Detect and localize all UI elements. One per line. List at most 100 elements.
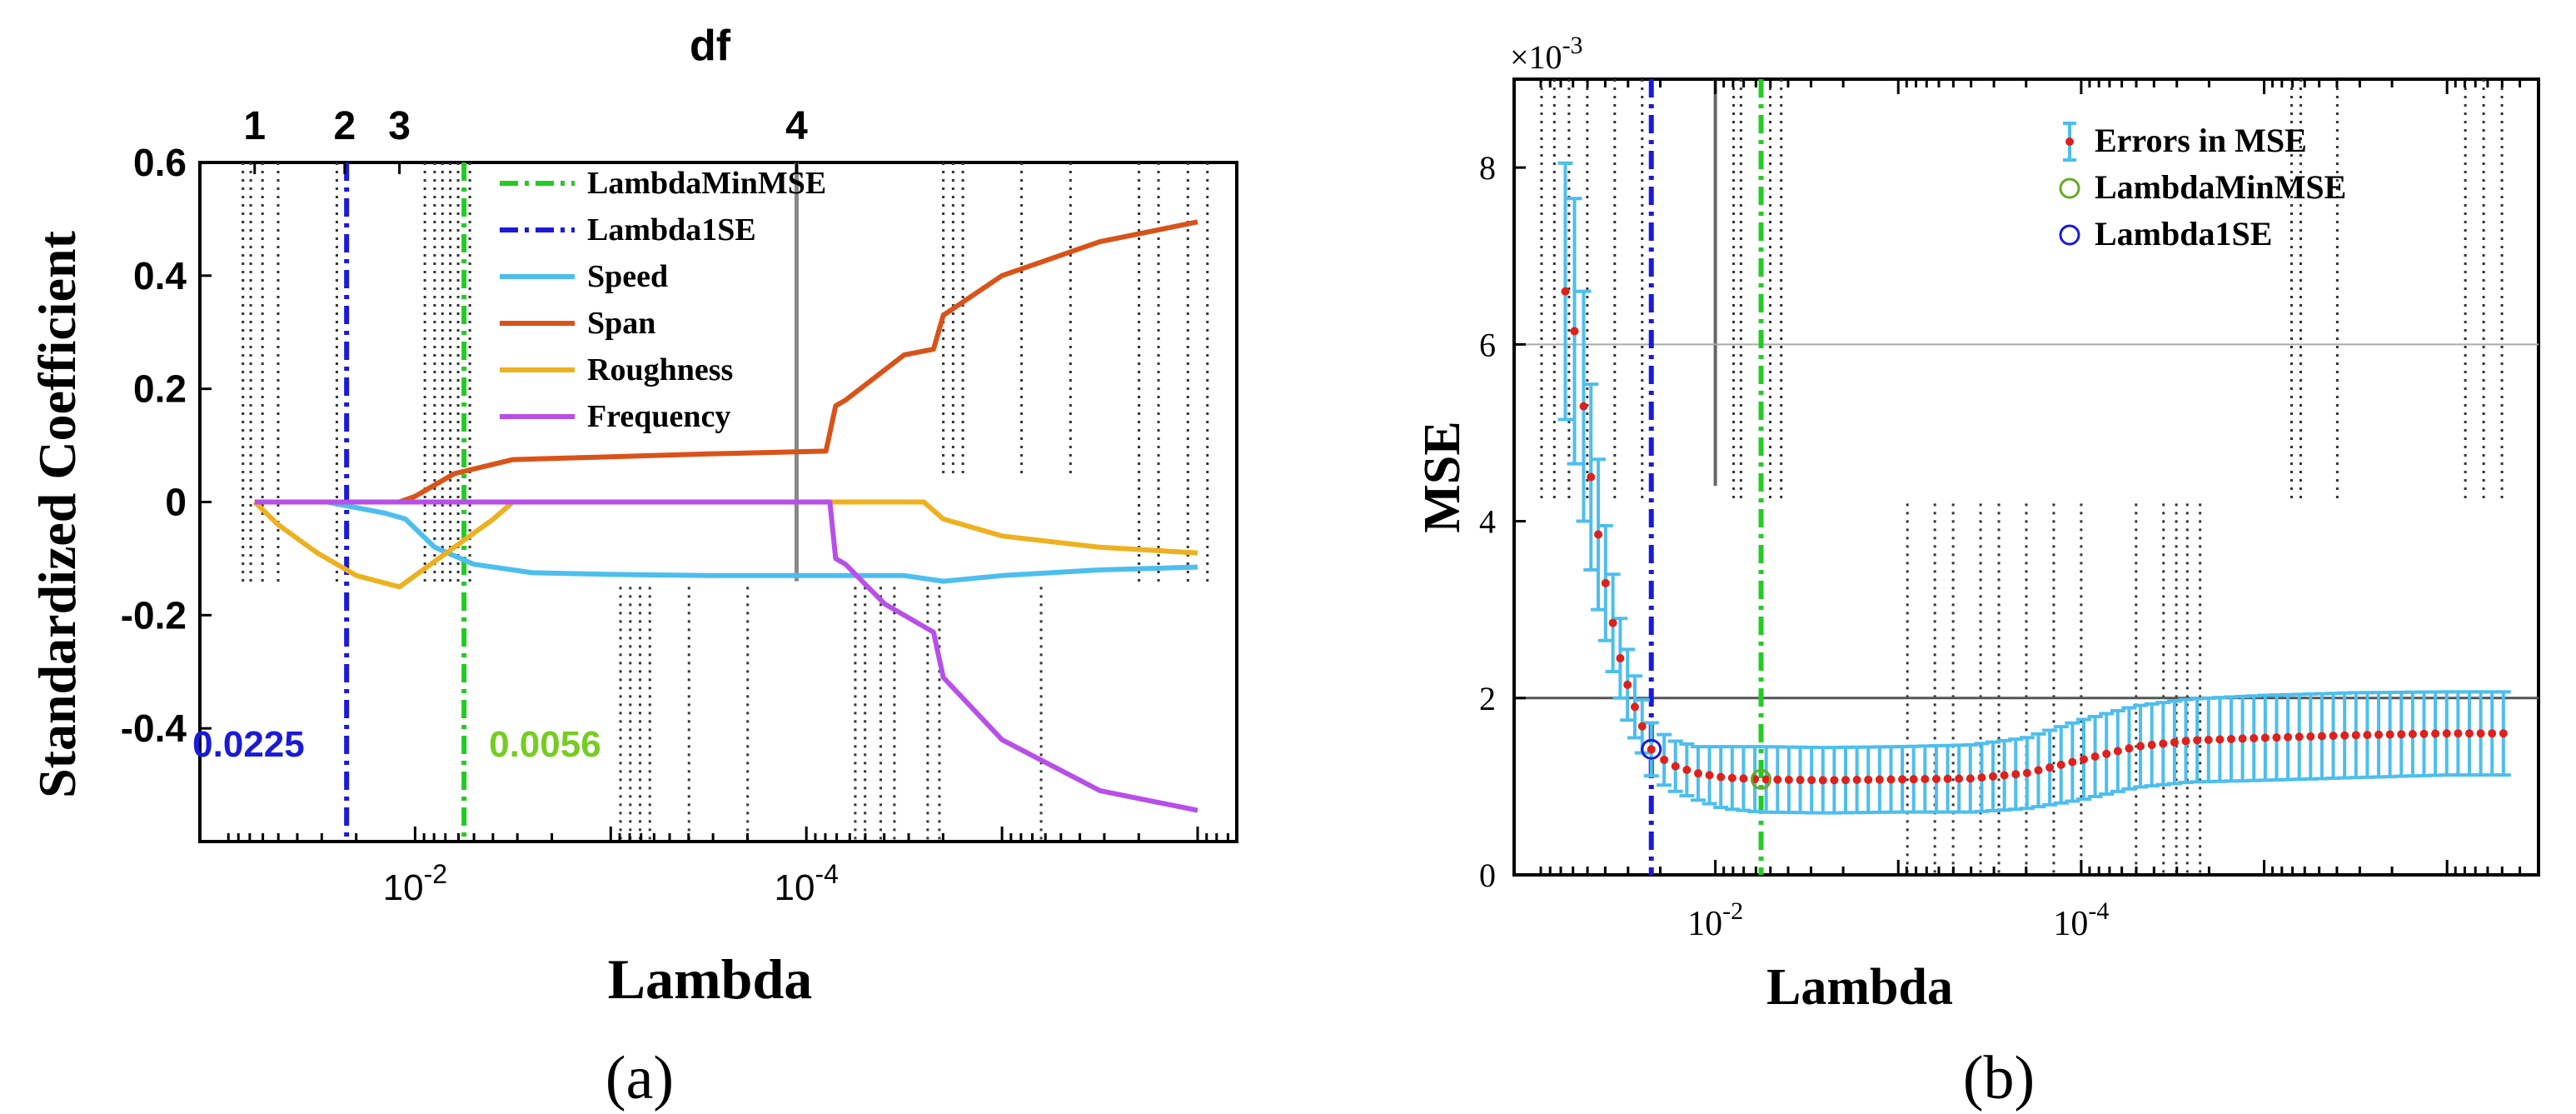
mse-point	[2215, 735, 2225, 744]
mse-point	[2113, 747, 2122, 756]
mse-point	[2193, 736, 2202, 745]
df-tick-label: 1	[243, 104, 266, 148]
legend-label-span: Span	[587, 306, 655, 341]
lambdaminmse-value-label: 0.0056	[489, 724, 601, 765]
mse-point	[2488, 729, 2497, 738]
series-line-frequency	[254, 499, 1198, 813]
mse-point	[1943, 774, 1952, 783]
x-tick-label: 10-2	[1687, 897, 1743, 943]
mse-point	[2068, 757, 2077, 767]
df-tick-label: 2	[333, 104, 356, 148]
mse-point	[2397, 730, 2406, 739]
panel-b-y-multiplier: ×10-3	[1510, 32, 1583, 76]
mse-point	[2442, 729, 2451, 738]
mse-point	[1773, 775, 1782, 784]
mse-point	[2385, 730, 2394, 739]
mse-point	[2000, 771, 2009, 780]
mse-point	[1647, 745, 1656, 754]
panel-b-y-label: MSE	[1414, 421, 1471, 532]
mse-point	[2147, 741, 2156, 750]
mse-point	[1864, 775, 1873, 784]
mse-point	[1739, 774, 1748, 783]
y-tick-label: 2	[1479, 680, 1496, 717]
y-tick-label: 0	[165, 481, 187, 524]
mse-point	[2329, 732, 2338, 741]
mse-point	[2125, 744, 2134, 753]
mse-point	[2159, 739, 2168, 748]
mse-point	[2181, 737, 2190, 746]
mse-point	[1784, 775, 1793, 784]
legend-label-speed: Speed	[587, 259, 668, 294]
mse-point	[1955, 774, 1964, 783]
series-line-roughness	[252, 499, 1198, 590]
y-multiplier-base: ×10	[1510, 38, 1562, 76]
mse-point	[2011, 770, 2020, 779]
y-tick-label: 0.6	[133, 141, 187, 184]
y-tick-label: -0.2	[121, 593, 187, 637]
mse-point	[2419, 729, 2429, 738]
mse-point	[1966, 774, 1975, 783]
lambda1se-marker	[1641, 738, 1662, 760]
mse-point	[2022, 768, 2031, 777]
panel-a-dotted-lines	[242, 162, 1209, 842]
x-tick-label: 10-4	[2053, 897, 2109, 943]
mse-point	[1637, 722, 1647, 731]
mse-point	[2090, 752, 2100, 762]
mse-point	[1616, 654, 1625, 663]
legend-swatch-lambdaminmse	[2059, 177, 2080, 199]
mse-point	[1561, 287, 1570, 296]
series-line-speed	[254, 499, 1198, 584]
mse-point	[1796, 776, 1805, 785]
panel-b-legend: Errors in MSE LambdaMinMSE Lambda1SE	[2059, 122, 2346, 252]
mse-point	[2294, 732, 2304, 742]
mse-point	[2056, 760, 2065, 769]
mse-point	[2045, 763, 2055, 772]
mse-point	[2204, 735, 2213, 744]
mse-point	[2102, 749, 2111, 758]
panel-a-ticks: 0.6 0.4 0.2 0 -0.2 -0.4 10-2 10-4 1 2 3 4	[121, 104, 1229, 908]
x-tick-label: 10-4	[775, 859, 839, 908]
legend-label-errors-in-mse: Errors in MSE	[2095, 122, 2307, 159]
mse-point	[1852, 775, 1861, 784]
mse-point	[2227, 734, 2235, 743]
panel-b-error-bars	[1557, 161, 2511, 815]
panel-a-legend: LambdaMinMSE Lambda1SE Speed Span Roughness F…	[500, 166, 826, 434]
mse-point	[1660, 755, 1669, 764]
mse-point	[1841, 776, 1850, 785]
mse-point	[1594, 530, 1603, 539]
mse-point	[1898, 775, 1907, 784]
y-multiplier-exp: -3	[1562, 32, 1583, 59]
series-line-span	[254, 219, 1198, 505]
mse-point	[1693, 769, 1702, 778]
legend-swatch-point	[2065, 137, 2074, 146]
mse-point	[2351, 731, 2360, 740]
y-tick-label: 8	[1479, 149, 1496, 187]
panel-a-x-label: Lambda	[608, 947, 813, 1011]
legend-label-lambdaminmse: LambdaMinMSE	[2095, 168, 2346, 206]
mse-point	[1587, 472, 1596, 482]
mse-point	[1989, 772, 1998, 781]
mse-point	[1807, 776, 1816, 785]
y-tick-label: 4	[1479, 503, 1496, 541]
panel-b-caption: (b)	[1963, 1044, 2035, 1112]
legend-label-lambdaminmse: LambdaMinMSE	[587, 166, 826, 201]
mse-point	[2260, 733, 2270, 742]
mse-point	[2250, 733, 2259, 742]
mse-point	[1818, 776, 1827, 785]
mse-point	[2408, 730, 2417, 739]
panel-b: 0 2 4 6 8 10-2 10-4 Errors in MSE LambdaMinMSE L…	[1414, 32, 2540, 1112]
mse-point	[1727, 773, 1736, 782]
mse-point	[1886, 775, 1896, 784]
y-tick-label: -0.4	[121, 707, 187, 750]
mse-point	[1682, 766, 1692, 775]
mse-point	[2238, 734, 2247, 743]
panel-a-title: df	[690, 22, 731, 70]
mse-point	[2284, 732, 2293, 742]
panel-a: 0.0056 0.0225 0.6 0.4 0.2 0 -0.2 -0.4 10-2 10-4 1…	[27, 22, 1238, 1112]
mse-point	[2034, 766, 2043, 775]
lambdaminmse-marker	[1751, 768, 1772, 790]
legend-swatch-lambda1se	[2059, 224, 2080, 246]
y-tick-label: 0	[1479, 857, 1496, 894]
df-tick-label: 4	[785, 104, 808, 148]
df-tick-label: 3	[388, 104, 411, 148]
